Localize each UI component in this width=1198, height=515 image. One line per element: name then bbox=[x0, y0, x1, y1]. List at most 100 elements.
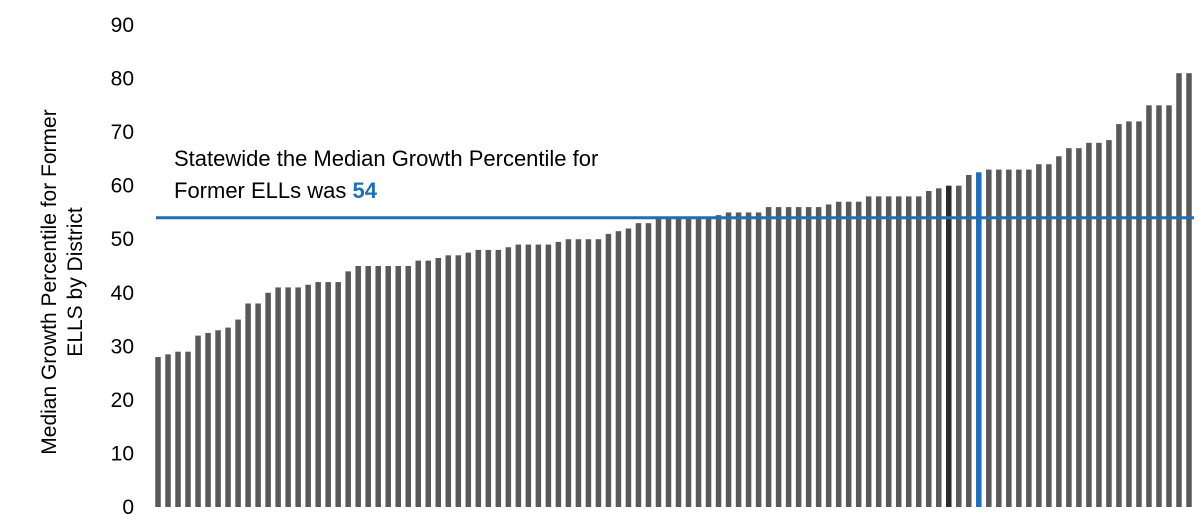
bar bbox=[295, 287, 301, 507]
bars-layer bbox=[155, 73, 1192, 508]
bar bbox=[655, 217, 662, 508]
bar bbox=[986, 169, 992, 507]
bar bbox=[665, 217, 672, 508]
bar bbox=[855, 201, 862, 508]
bar bbox=[505, 247, 512, 507]
bar-highlight bbox=[976, 172, 982, 507]
bar bbox=[1076, 148, 1082, 507]
bar bbox=[745, 212, 752, 507]
y-tick-label: 30 bbox=[111, 335, 134, 358]
bar bbox=[936, 188, 942, 507]
bar bbox=[996, 169, 1002, 507]
bar bbox=[155, 357, 161, 507]
bar bbox=[715, 215, 722, 507]
bar bbox=[225, 327, 231, 507]
bar bbox=[845, 201, 852, 508]
bar bbox=[695, 217, 702, 508]
annotation: Statewide the Median Growth Percentile f… bbox=[174, 146, 598, 203]
bar bbox=[585, 239, 592, 507]
bar bbox=[785, 207, 792, 507]
bar bbox=[1056, 156, 1062, 507]
bar bbox=[325, 282, 331, 507]
bar bbox=[245, 303, 251, 507]
bar bbox=[185, 351, 191, 507]
bar bbox=[1046, 164, 1052, 508]
bar bbox=[375, 266, 381, 507]
bar bbox=[495, 249, 502, 507]
bar bbox=[915, 196, 922, 507]
bar bbox=[865, 196, 872, 507]
annotation-line-1: Statewide the Median Growth Percentile f… bbox=[174, 146, 598, 171]
bar bbox=[435, 257, 442, 507]
bar bbox=[645, 223, 652, 507]
bar bbox=[1176, 73, 1182, 507]
bar bbox=[685, 217, 692, 508]
bar bbox=[265, 292, 271, 507]
bar bbox=[215, 330, 221, 507]
bar bbox=[235, 319, 241, 507]
bar bbox=[775, 207, 782, 507]
bar bbox=[1136, 121, 1142, 508]
bar bbox=[555, 241, 562, 507]
bar bbox=[275, 287, 281, 507]
bar bbox=[1016, 169, 1022, 507]
bar bbox=[545, 244, 552, 507]
bar bbox=[1086, 142, 1092, 507]
bar bbox=[805, 207, 812, 507]
bar bbox=[595, 239, 602, 507]
bar bbox=[815, 207, 822, 507]
bar bbox=[875, 196, 882, 507]
bar bbox=[1096, 142, 1102, 507]
bar bbox=[1036, 164, 1042, 508]
bar bbox=[535, 244, 542, 507]
bar bbox=[1026, 169, 1032, 507]
bar bbox=[795, 207, 802, 507]
bar bbox=[395, 266, 401, 507]
bar bbox=[635, 223, 642, 507]
bar bbox=[925, 191, 932, 507]
bar bbox=[615, 231, 622, 507]
bar bbox=[195, 335, 201, 507]
bar bbox=[1066, 148, 1072, 507]
bar bbox=[755, 212, 762, 507]
bar bbox=[455, 255, 462, 507]
bar bbox=[1126, 121, 1132, 508]
bar bbox=[445, 255, 452, 507]
y-axis-title-line-1: Median Growth Percentile for Former bbox=[38, 109, 61, 454]
bar bbox=[355, 266, 361, 507]
bar bbox=[825, 204, 832, 507]
bar bbox=[1006, 169, 1012, 507]
bar bbox=[1106, 140, 1112, 507]
annotation-prefix: Former ELLs was bbox=[174, 178, 353, 203]
bar bbox=[885, 196, 892, 507]
bar bbox=[165, 354, 171, 507]
y-tick-label: 50 bbox=[111, 228, 134, 251]
bar bbox=[175, 351, 181, 507]
bar bbox=[345, 271, 351, 507]
bar bbox=[575, 239, 582, 507]
bar bbox=[315, 282, 321, 507]
bar bbox=[1156, 105, 1162, 507]
bar bbox=[946, 185, 952, 508]
bar bbox=[305, 284, 311, 507]
bar bbox=[905, 196, 912, 507]
y-tick-label: 10 bbox=[111, 442, 134, 465]
bar bbox=[405, 266, 411, 507]
bar bbox=[415, 260, 422, 507]
bar bbox=[705, 217, 712, 508]
bar bbox=[475, 249, 482, 507]
bar bbox=[605, 233, 612, 507]
bar bbox=[205, 332, 211, 507]
bar bbox=[335, 282, 341, 507]
bar bbox=[255, 303, 261, 507]
bar bbox=[1166, 105, 1172, 507]
bar bbox=[525, 244, 532, 507]
y-tick-label: 90 bbox=[111, 14, 134, 37]
bar bbox=[465, 252, 472, 507]
y-tick-label: 0 bbox=[122, 496, 134, 515]
bar bbox=[725, 212, 732, 507]
bar bbox=[625, 228, 632, 507]
bar bbox=[835, 201, 842, 508]
